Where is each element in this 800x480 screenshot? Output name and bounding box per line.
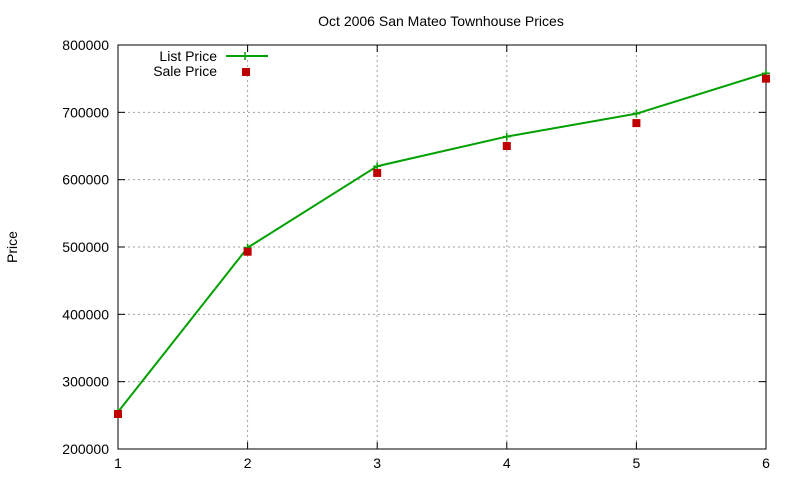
y-tick-label: 300000 — [62, 374, 109, 390]
sale-price-point — [502, 142, 511, 150]
y-tick-label: 400000 — [62, 306, 109, 322]
sale-price-point — [632, 119, 641, 128]
list-price-line — [117, 72, 767, 413]
sale-price-point — [114, 409, 122, 418]
sale-price-point — [243, 247, 252, 256]
y-tick-label: 800000 — [62, 37, 109, 53]
x-tick-label: 6 — [762, 455, 770, 471]
y-tick-label: 500000 — [62, 239, 109, 255]
x-tick-label: 5 — [633, 455, 641, 471]
legend-marker-list-price — [241, 52, 249, 60]
legend-label-list-price: List Price — [159, 48, 217, 64]
x-tick-labels: 1 2 3 4 5 6 — [114, 455, 770, 471]
y-tick-labels: 200000 300000 400000 500000 600000 700000 8000… — [62, 37, 109, 457]
x-tick-label: 3 — [373, 455, 381, 471]
x-tick-label: 4 — [503, 455, 511, 471]
x-tick-label: 1 — [114, 455, 122, 471]
list-price-point — [632, 109, 641, 118]
y-axis-label: Price — [4, 231, 20, 263]
x-tick-label: 2 — [244, 455, 252, 471]
y-tick-label: 600000 — [62, 172, 109, 188]
list-price-point — [502, 132, 511, 141]
list-price-point — [373, 162, 382, 171]
y-tick-label: 200000 — [62, 441, 109, 457]
sale-price-point — [762, 74, 770, 83]
sale-price-point — [373, 168, 382, 177]
legend: List Price Sale Price — [153, 48, 268, 79]
legend-marker-sale-price — [242, 68, 250, 76]
chart-title: Oct 2006 San Mateo Townhouse Prices — [318, 13, 564, 29]
y-tick-label: 700000 — [62, 104, 109, 120]
axis-ticks — [117, 44, 767, 450]
legend-label-sale-price: Sale Price — [153, 63, 217, 79]
series-layer — [114, 69, 770, 418]
